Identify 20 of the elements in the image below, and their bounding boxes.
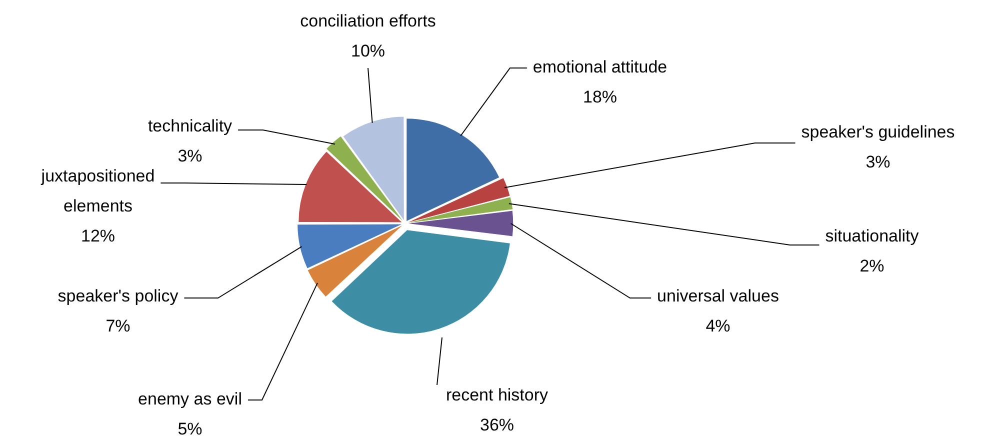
slice-label: juxtapositioned elements: [40, 166, 155, 216]
slice-label: speaker's guidelines: [801, 122, 955, 142]
data-label: 18%: [582, 88, 618, 107]
slice-label: emotional attitude: [532, 58, 668, 77]
slice-label: enemy as evil: [138, 390, 242, 409]
slice-label: speaker's policy: [58, 286, 179, 306]
data-label: 5%: [178, 420, 202, 439]
data-label: 12%: [80, 226, 116, 246]
slice-label: recent history: [446, 386, 549, 405]
data-label: 36%: [480, 416, 514, 435]
slice-label: universal values: [657, 286, 779, 306]
data-label: 4%: [706, 316, 730, 336]
data-label: 3%: [866, 152, 890, 172]
slice-label: conciliation efforts: [300, 12, 436, 31]
data-label: 3%: [178, 146, 202, 166]
data-label: 2%: [860, 256, 884, 276]
data-label: 7%: [106, 316, 130, 336]
slice-label: situationality: [825, 226, 920, 246]
slice-label: technicality: [148, 116, 233, 136]
data-label: 10%: [350, 42, 386, 61]
